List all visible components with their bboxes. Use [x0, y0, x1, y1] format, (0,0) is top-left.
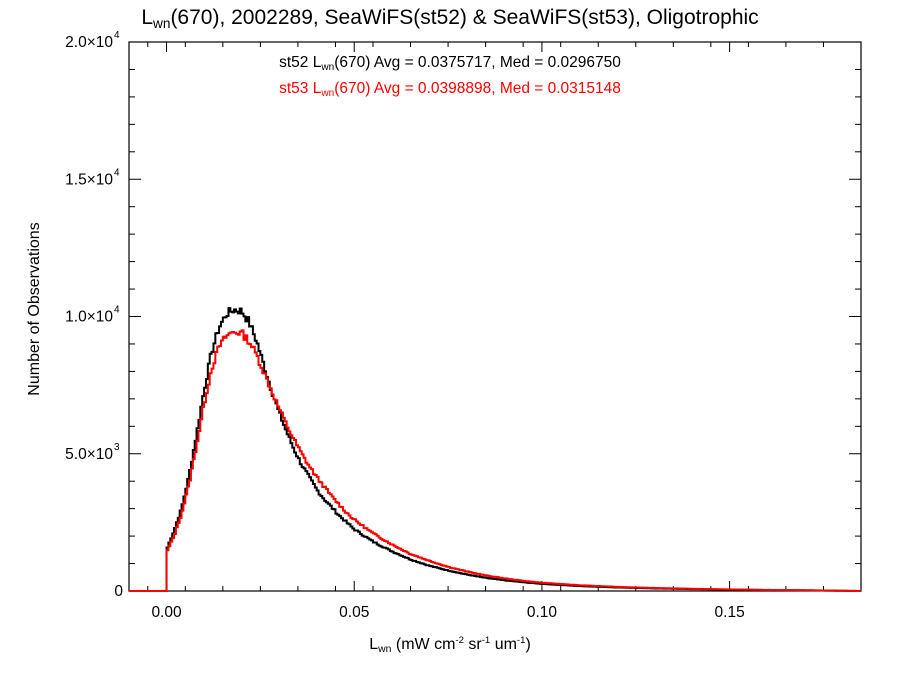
series-st52-line — [129, 307, 861, 592]
y-tick-label: 1.0×10 — [65, 309, 113, 326]
x-tick-label: 0.10 — [527, 604, 558, 621]
x-tick-label: 0.05 — [339, 604, 369, 621]
annotation-st53: st53 Lwn(670) Avg = 0.0398898, Med = 0.0… — [279, 80, 621, 100]
y-tick-label: 1.5×10 — [65, 171, 113, 188]
y-tick-label: 2.0×10 — [65, 34, 113, 51]
plot-frame — [128, 41, 862, 592]
y-tick-label: 0 — [114, 583, 123, 600]
y-tick-exponent: 4 — [114, 30, 120, 41]
series-st53-line — [129, 329, 861, 592]
y-axis-label: Number of Observations — [26, 222, 43, 396]
annotation-st52: st52 Lwn(670) Avg = 0.0375717, Med = 0.0… — [279, 54, 621, 74]
y-tick-exponent: 4 — [114, 305, 120, 316]
y-tick-exponent: 3 — [114, 442, 120, 453]
y-tick-label: 5.0×10 — [65, 446, 113, 463]
y-tick-exponent: 4 — [114, 167, 120, 178]
series-group — [129, 307, 861, 592]
x-tick-label: 0.00 — [151, 604, 182, 621]
x-axis-label: Lwn (mW cm-2 sr-1 um-1) — [369, 635, 531, 655]
x-tick-label: 0.15 — [715, 604, 745, 621]
chart-title: Lwn(670), 2002289, SeaWiFS(st52) & SeaWi… — [141, 6, 759, 32]
